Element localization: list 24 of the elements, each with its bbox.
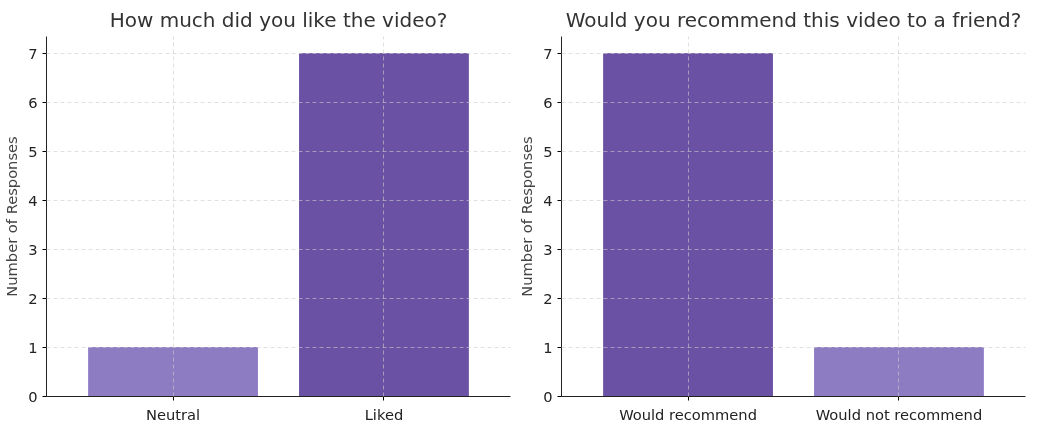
x-tick-label: Would recommend xyxy=(619,405,757,423)
y-tick-label: 6 xyxy=(28,93,38,111)
y-tick-label: 6 xyxy=(543,93,553,111)
y-tick-label: 0 xyxy=(543,387,553,405)
y-tick-label: 4 xyxy=(543,191,553,209)
y-tick-label: 7 xyxy=(543,44,553,62)
y-axis-title: Number of Responses xyxy=(3,136,21,297)
y-tick-label: 1 xyxy=(28,338,38,356)
y-tick-label: 2 xyxy=(543,289,553,307)
y-tick-label: 0 xyxy=(28,387,38,405)
y-tick-label: 3 xyxy=(543,240,553,258)
y-tick-label: 7 xyxy=(28,44,38,62)
y-tick-label: 5 xyxy=(543,142,553,160)
y-tick-label: 2 xyxy=(28,289,38,307)
x-tick-label: Liked xyxy=(364,405,404,423)
y-axis-title: Number of Responses xyxy=(518,136,536,297)
y-tick-label: 5 xyxy=(28,142,38,160)
y-tick-label: 1 xyxy=(543,338,553,356)
x-tick-label: Neutral xyxy=(146,405,201,423)
chart-title: Would you recommend this video to a friend? xyxy=(565,7,1022,32)
y-tick-label: 4 xyxy=(28,191,38,209)
y-tick-label: 3 xyxy=(28,240,38,258)
chart-title: How much did you like the video? xyxy=(109,7,448,32)
x-tick-label: Would not recommend xyxy=(815,405,983,423)
